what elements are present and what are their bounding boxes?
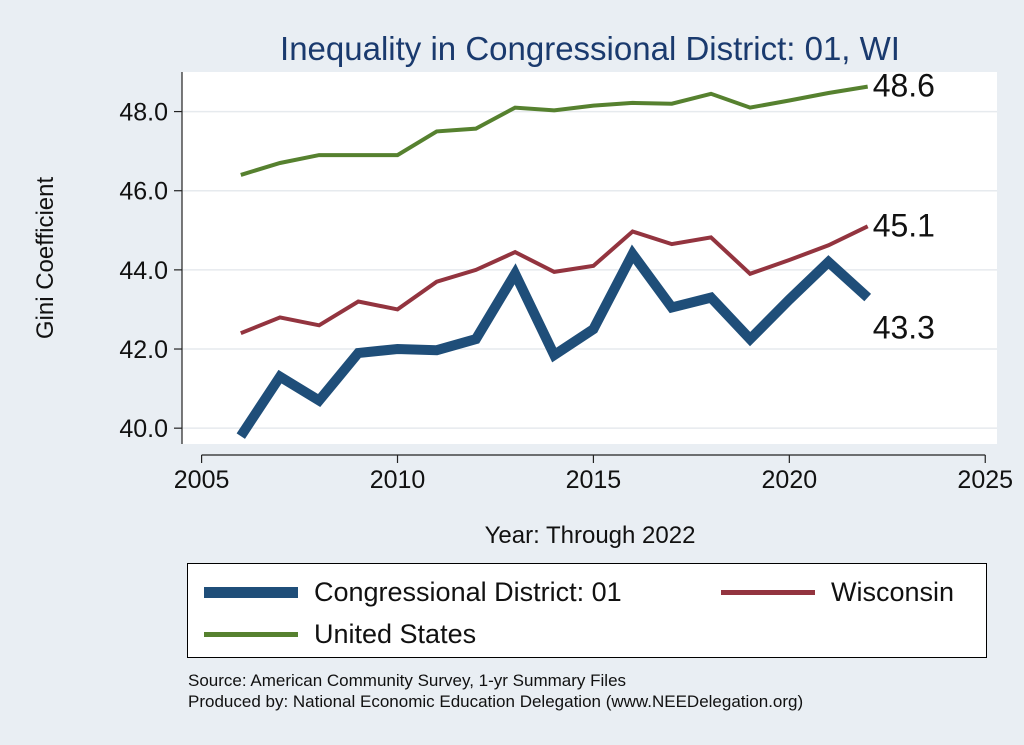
series-line-0	[236, 244, 872, 439]
x-axis-label: Year: Through 2022	[485, 522, 696, 549]
series-line-2	[240, 84, 869, 177]
legend-label-district: Congressional District: 01	[314, 577, 622, 607]
series-lines	[236, 84, 872, 439]
y-tick-label: 42.0	[119, 336, 168, 364]
plot-area	[182, 72, 997, 444]
legend-item-united-states: United States	[204, 619, 476, 650]
y-tick-label: 40.0	[119, 415, 168, 443]
end-label-1: 45.1	[873, 207, 935, 243]
chart-canvas: Inequality in Congressional District: 01…	[32, 30, 1013, 549]
x-tick-label: 2005	[174, 466, 230, 494]
legend: Congressional District: 01 Wisconsin Uni…	[187, 563, 987, 658]
legend-swatch-district	[204, 587, 298, 598]
axes: 40.0 42.0 44.0 46.0 48.0 2005 2010 2015 2020 2025	[119, 72, 1013, 494]
legend-item-district: Congressional District: 01	[204, 577, 622, 608]
x-tick-label: 2020	[762, 466, 818, 494]
legend-swatch-united-states	[204, 632, 298, 637]
end-labels: 43.3 45.1 48.6	[873, 68, 935, 346]
x-tick-label: 2015	[566, 466, 622, 494]
end-label-2: 48.6	[873, 68, 935, 104]
legend-swatch-wisconsin	[721, 590, 815, 595]
legend-item-wisconsin: Wisconsin	[721, 577, 954, 608]
legend-label-united-states: United States	[314, 619, 477, 649]
x-tick-label: 2025	[957, 466, 1013, 494]
series-line-1	[240, 224, 869, 336]
legend-label-wisconsin: Wisconsin	[831, 577, 955, 607]
y-tick-label: 44.0	[119, 257, 168, 285]
chart-title: Inequality in Congressional District: 01…	[280, 30, 900, 67]
x-tick-label: 2010	[370, 466, 426, 494]
end-label-0: 43.3	[873, 310, 935, 346]
y-tick-label: 48.0	[119, 99, 168, 127]
producer-note: Produced by: National Economic Education…	[188, 692, 804, 711]
source-note: Source: American Community Survey, 1-yr …	[188, 671, 627, 690]
y-tick-label: 46.0	[119, 178, 168, 206]
y-axis-label: Gini Coefficient	[32, 177, 59, 340]
gridlines	[182, 110, 997, 429]
